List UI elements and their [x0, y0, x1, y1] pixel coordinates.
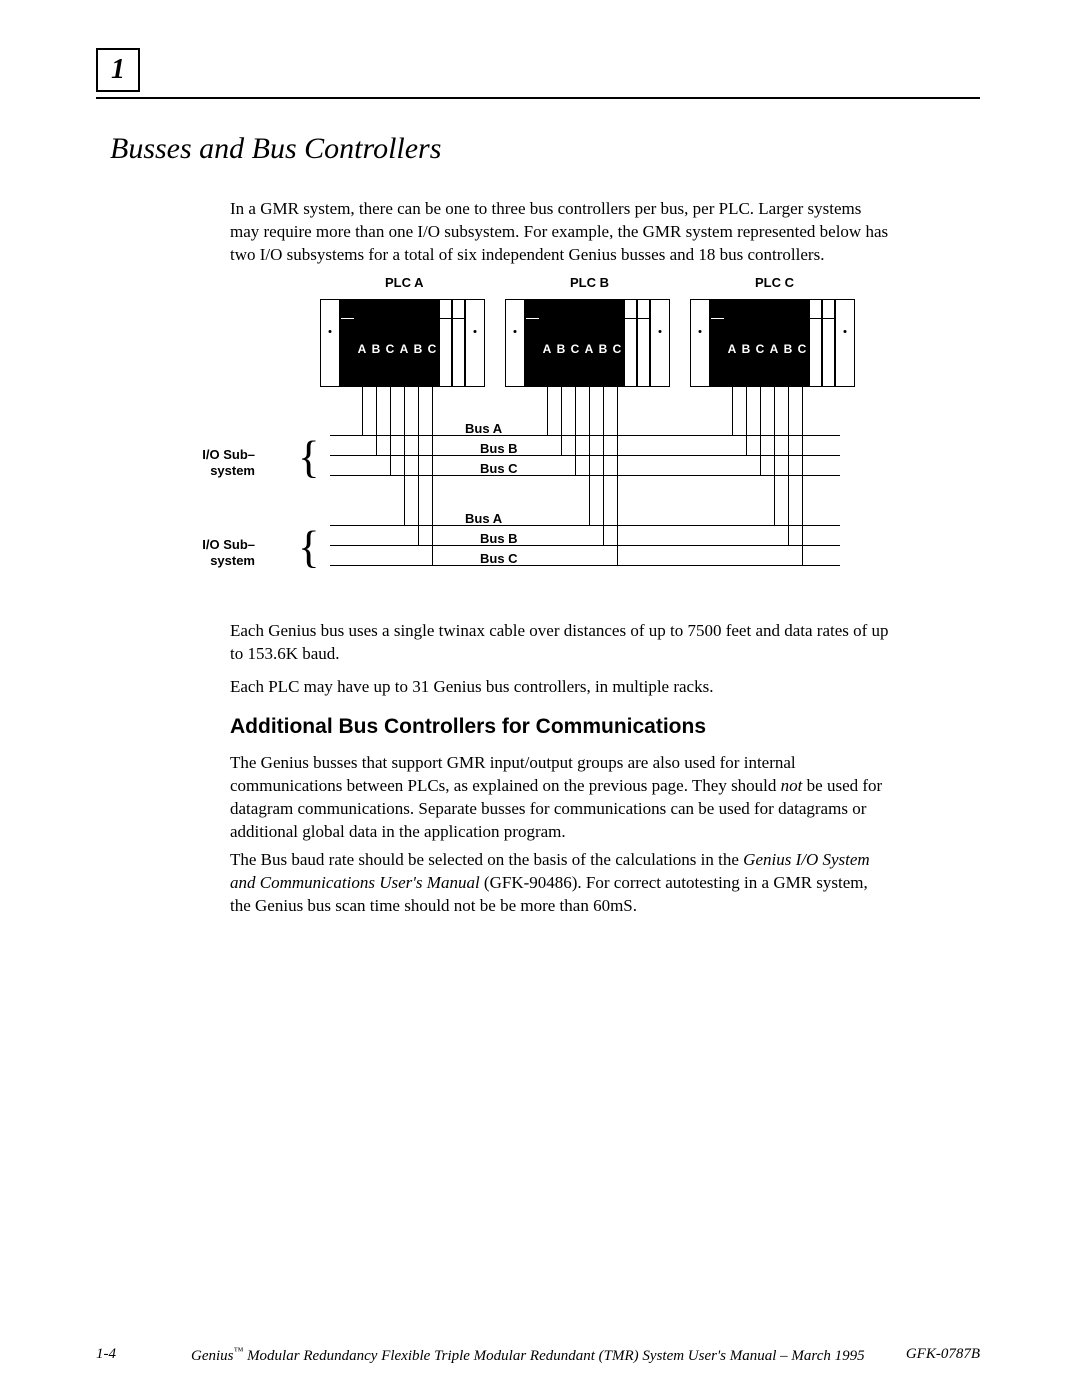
brace-icon: { — [298, 435, 320, 480]
bus-vert — [603, 387, 604, 545]
rack-slot-c2: C — [610, 299, 624, 387]
rack-slot-b2: B — [781, 299, 795, 387]
bus-vert — [802, 387, 803, 565]
rack-slot-c1: C — [753, 299, 767, 387]
cable-paragraph: Each Genius bus uses a single twinax cab… — [230, 620, 890, 666]
para4-not: not — [781, 776, 803, 795]
bus-vert — [547, 387, 548, 435]
rack-slot-c2: C — [795, 299, 809, 387]
rack-slot-b1: B — [369, 299, 383, 387]
rack-slot-a2: A — [397, 299, 411, 387]
bus-vert — [404, 387, 405, 525]
bus-vert — [617, 387, 618, 565]
plc-c-label: PLC C — [755, 275, 794, 290]
plc-a-rack: A B C A B C — [320, 299, 490, 387]
footer-manual-title: Genius™ Modular Redundancy Flexible Trip… — [191, 1346, 906, 1365]
rack-slot-blank — [637, 299, 650, 387]
para5-text-a: The Bus baud rate should be selected on … — [230, 850, 743, 869]
rack-slot-a1: A — [355, 299, 369, 387]
communications-paragraph: The Genius busses that support GMR input… — [230, 752, 890, 844]
plc-count-paragraph: Each PLC may have up to 31 Genius bus co… — [230, 676, 890, 699]
io-subsystem-1-label: I/O Sub– system — [185, 447, 255, 478]
rack-slot-blank — [809, 299, 822, 387]
bus-vert — [432, 387, 433, 565]
rack-slot-end — [465, 299, 485, 387]
rack-slot-cpu — [340, 299, 355, 387]
bus-vert — [746, 387, 747, 455]
para4-text-a: The Genius busses that support GMR input… — [230, 753, 796, 795]
rack-slot-c1: C — [383, 299, 397, 387]
chapter-number-box: 1 — [96, 48, 140, 92]
bus-vert — [774, 387, 775, 525]
rack-slot-b1: B — [739, 299, 753, 387]
plc-a-label: PLC A — [385, 275, 424, 290]
footer-page-number: 1-4 — [96, 1346, 191, 1363]
bus-a-label: Bus A — [465, 421, 502, 436]
intro-paragraph: In a GMR system, there can be one to thr… — [230, 198, 890, 267]
bus-a-line-2 — [330, 525, 840, 526]
rack-slot-end — [690, 299, 710, 387]
rack-slot-blank — [439, 299, 452, 387]
rack-slot-end — [320, 299, 340, 387]
plc-c-rack: A B C A B C — [690, 299, 860, 387]
bus-b-label: Bus B — [480, 441, 518, 456]
bus-vert — [376, 387, 377, 455]
bus-vert — [760, 387, 761, 475]
plc-b-rack: A B C A B C — [505, 299, 675, 387]
rack-slot-end — [835, 299, 855, 387]
rack-slot-a2: A — [767, 299, 781, 387]
chapter-number: 1 — [111, 54, 125, 86]
bus-vert — [418, 387, 419, 545]
rack-slot-c2: C — [425, 299, 439, 387]
rack-slot-b2: B — [596, 299, 610, 387]
bus-c-line-2 — [330, 565, 840, 566]
page-footer: 1-4 Genius™ Modular Redundancy Flexible … — [96, 1346, 980, 1365]
rack-slot-blank — [452, 299, 465, 387]
rack-slot-b2: B — [411, 299, 425, 387]
horizontal-rule — [96, 97, 980, 99]
bus-diagram: PLC A PLC B PLC C A B C A B C A B C A B … — [230, 275, 890, 585]
bus-vert — [788, 387, 789, 545]
bus-vert — [390, 387, 391, 475]
rack-slot-end — [505, 299, 525, 387]
rack-slot-a1: A — [540, 299, 554, 387]
rack-slot-a1: A — [725, 299, 739, 387]
rack-slot-blank — [822, 299, 835, 387]
bus-vert — [575, 387, 576, 475]
io-subsystem-2-label: I/O Sub– system — [185, 537, 255, 568]
bus-vert — [732, 387, 733, 435]
bus-a-line-1 — [330, 435, 840, 436]
bus-b-label: Bus B — [480, 531, 518, 546]
bus-a-label: Bus A — [465, 511, 502, 526]
bus-c-line-1 — [330, 475, 840, 476]
rack-slot-b1: B — [554, 299, 568, 387]
rack-slot-a2: A — [582, 299, 596, 387]
bus-c-label: Bus C — [480, 461, 518, 476]
section-title: Busses and Bus Controllers — [110, 132, 441, 166]
rack-slot-blank — [624, 299, 637, 387]
footer-doc-number: GFK-0787B — [906, 1346, 980, 1363]
bus-b-line-2 — [330, 545, 840, 546]
bus-b-line-1 — [330, 455, 840, 456]
subheading: Additional Bus Controllers for Communica… — [230, 715, 706, 739]
rack-slot-cpu — [710, 299, 725, 387]
brace-icon: { — [298, 525, 320, 570]
baud-rate-paragraph: The Bus baud rate should be selected on … — [230, 849, 890, 918]
bus-vert — [561, 387, 562, 455]
rack-slot-cpu — [525, 299, 540, 387]
plc-b-label: PLC B — [570, 275, 609, 290]
bus-vert — [362, 387, 363, 435]
rack-slot-c1: C — [568, 299, 582, 387]
bus-vert — [589, 387, 590, 525]
rack-slot-end — [650, 299, 670, 387]
bus-c-label: Bus C — [480, 551, 518, 566]
